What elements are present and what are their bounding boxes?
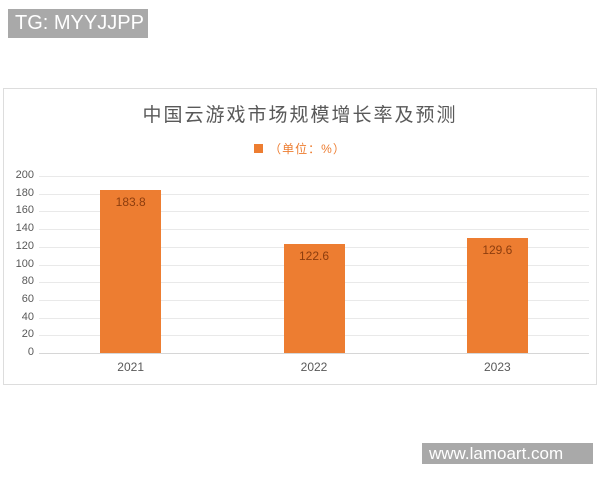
- legend-label: （单位：%）: [269, 142, 346, 156]
- watermark-top-text: TG: MYYJJPP: [15, 12, 144, 34]
- bar-value-label: 122.6: [298, 249, 330, 264]
- gridline: [39, 353, 589, 354]
- chart-card: 中国云游戏市场规模增长率及预测 （单位：%） 0 20 40 60 80 100 120 14…: [3, 88, 597, 385]
- bar-value-label: 183.8: [115, 195, 146, 210]
- gridline: [39, 193, 589, 195]
- x-tick-label: 2023: [483, 360, 511, 374]
- watermark-bottom-text: www.lamoart.com: [429, 444, 564, 463]
- y-tick-label: 200: [15, 169, 34, 181]
- y-tick-label: 40: [21, 310, 34, 323]
- gridline: [39, 229, 589, 231]
- y-tick-label: 60: [21, 292, 34, 305]
- gridline: [39, 211, 589, 213]
- watermark-top: TG: MYYJJPP: [8, 9, 148, 38]
- y-tick-label: 120: [15, 239, 34, 252]
- y-tick-label: 0: [27, 346, 34, 358]
- gridline: [39, 176, 589, 177]
- bar: 129.6: [466, 238, 528, 353]
- y-tick-label: 180: [15, 186, 34, 199]
- x-tick-label: 2021: [117, 360, 145, 374]
- legend-swatch-icon: [254, 144, 264, 153]
- y-tick-label: 160: [15, 204, 34, 217]
- chart-title: 中国云游戏市场规模增长率及预测: [142, 105, 458, 126]
- bar: 122.6: [283, 244, 345, 353]
- legend: （单位：%）: [4, 140, 596, 157]
- bar-value-label: 129.6: [482, 243, 513, 258]
- bar: 183.8: [100, 190, 162, 353]
- y-tick-label: 140: [15, 222, 34, 235]
- watermark-bottom: www.lamoart.com: [422, 443, 593, 464]
- y-tick-label: 80: [21, 275, 34, 288]
- y-tick-label: 20: [21, 328, 34, 341]
- x-tick-label: 2022: [300, 360, 328, 374]
- y-tick-label: 100: [15, 257, 34, 270]
